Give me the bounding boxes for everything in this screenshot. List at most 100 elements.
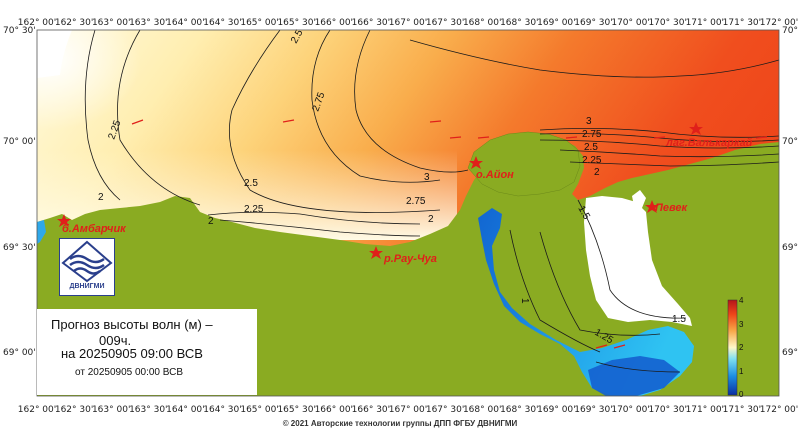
scale-label: 0 [739, 390, 744, 399]
scale-label: 4 [739, 296, 744, 305]
logo-text: ДВНИГМИ [69, 283, 105, 290]
contour-2-mid [219, 219, 421, 237]
latitude-ticks: 70° 30' 70° 00' 69° 30' 69° 00' 70° 3 70° 0 69… [3, 26, 800, 358]
lon-tick-bottom: 170° 00' [611, 405, 649, 415]
color-scale-labels: 4 3 2 1 0 [739, 296, 744, 399]
contour-1-25-bay [539, 231, 661, 336]
contour-1-bay [509, 229, 601, 353]
lon-tick-bottom: 162° 30' [55, 405, 93, 415]
nodata-area [37, 30, 72, 78]
lon-tick-bottom: 171° 30' [723, 405, 761, 415]
lon-tick-top: 165° 00' [240, 18, 278, 28]
place-rau-chua: р.Рау-Чуа [383, 253, 437, 265]
place-ayon: о.Айон [476, 169, 514, 181]
wave-logo-icon [61, 240, 113, 283]
contour-label: 2 [428, 214, 434, 225]
lon-tick-top: 164° 00' [166, 18, 204, 28]
contour-2-left [84, 29, 121, 201]
lon-tick-top: 167° 30' [426, 18, 464, 28]
contour-2-25-left [117, 29, 201, 206]
contour-label: 3 [424, 172, 430, 183]
forecast-title-box: Прогноз высоты волн (м) – 009ч. на 20250… [37, 309, 257, 395]
star-icon [369, 246, 383, 259]
lat-tick-left: 70° 30' [3, 26, 36, 36]
lon-tick-bottom: 166° 30' [352, 405, 390, 415]
contour-label: 1.5 [672, 314, 686, 325]
title-line-4: от 20250905 00:00 ВСВ [75, 367, 184, 378]
lon-tick-top: 167° 00' [389, 18, 427, 28]
contour-2-east [569, 161, 780, 167]
lon-tick-bottom: 171° 00' [686, 405, 724, 415]
lat-tick-right: 70° 0 [782, 137, 800, 147]
contour-label: 2.75 [406, 196, 426, 207]
title-line-1: Прогноз высоты волн (м) – [51, 317, 213, 332]
chaun-bay-water [478, 208, 694, 396]
lat-tick-right: 69° 3 [782, 243, 800, 253]
footer-copyright: © 2021 Авторские технологии группы ДПП Ф… [282, 419, 518, 428]
lon-tick-bottom: 167° 00' [389, 405, 427, 415]
lon-tick-top: 169° 30' [574, 18, 612, 28]
lat-tick-left: 70° 00' [3, 137, 36, 147]
lon-tick-top: 164° 30' [203, 18, 241, 28]
contour-label: 2.75 [582, 129, 602, 140]
lon-tick-bottom: 169° 00' [537, 405, 575, 415]
arrow-icon [282, 119, 295, 123]
place-valkarkay: лаг.Валькаркай [665, 137, 753, 149]
star-icon [57, 214, 71, 227]
contour-label: 2.25 [582, 155, 602, 166]
contour-2-25-east [559, 149, 780, 158]
scale-label: 3 [739, 320, 744, 329]
arrow-icon [449, 136, 462, 139]
lat-tick-right: 69° 0 [782, 348, 800, 358]
color-scale-bar [727, 299, 738, 396]
lon-tick-bottom: 164° 00' [166, 405, 204, 415]
arrow-icon [429, 120, 442, 123]
contour-3-east [539, 128, 780, 138]
lon-tick-bottom: 165° 30' [277, 405, 315, 415]
contour-label: 2.5 [584, 142, 598, 153]
lat-tick-right: 70° 3 [782, 26, 800, 36]
arrow-icon [613, 344, 626, 349]
star-icon [645, 200, 659, 213]
contour-label: 2 [98, 192, 104, 203]
contour-3-north [409, 39, 780, 78]
contour-2-5 [229, 29, 441, 213]
lon-tick-bottom: 167° 30' [426, 405, 464, 415]
title-line-3: на 20250905 09:00 ВСВ [61, 346, 203, 361]
ambarchik-water [37, 220, 46, 244]
lon-tick-top: 171° 30' [723, 18, 761, 28]
arrow-icon [755, 136, 768, 139]
scale-label: 2 [739, 343, 744, 352]
lon-tick-bottom: 163° 30' [129, 405, 167, 415]
place-pevek: Певек [655, 202, 689, 214]
lon-tick-top: 163° 30' [129, 18, 167, 28]
lon-tick-top: 163° 00' [92, 18, 130, 28]
place-labels: б.Амбарчик р.Рау-Чуа о.Айон лаг.Валькарк… [62, 137, 753, 265]
lon-tick-top: 170° 30' [648, 18, 686, 28]
arrow-icon [595, 344, 608, 349]
contour-label: 2.5 [244, 178, 258, 189]
lon-tick-bottom: 163° 00' [92, 405, 130, 415]
lat-tick-left: 69° 30' [3, 243, 36, 253]
title-line-2: 009ч. [99, 333, 132, 348]
lon-tick-bottom: 166° 00' [315, 405, 353, 415]
arrow-icon [131, 119, 144, 125]
contour-2-75 [311, 29, 441, 183]
lon-tick-top: 168° 30' [500, 18, 538, 28]
contour-2-5-east [539, 139, 780, 149]
scale-label: 1 [739, 367, 744, 376]
place-ambarchik: б.Амбарчик [62, 223, 127, 235]
lon-tick-top: 169° 00' [537, 18, 575, 28]
lon-tick-bottom: 165° 00' [240, 405, 278, 415]
bay-low-area [584, 196, 692, 326]
contour-1-5-bay [577, 199, 687, 319]
contour-label: 2.25 [244, 204, 264, 215]
lon-tick-top: 168° 00' [463, 18, 501, 28]
lon-tick-top: 162° 30' [55, 18, 93, 28]
star-icon [469, 156, 483, 169]
lon-tick-bottom: 172° 00' [760, 405, 798, 415]
wave-direction-arrows [131, 119, 768, 349]
lon-tick-top: 170° 00' [611, 18, 649, 28]
lon-tick-bottom: 164° 30' [203, 405, 241, 415]
lon-tick-bottom: 162° 00' [18, 405, 56, 415]
